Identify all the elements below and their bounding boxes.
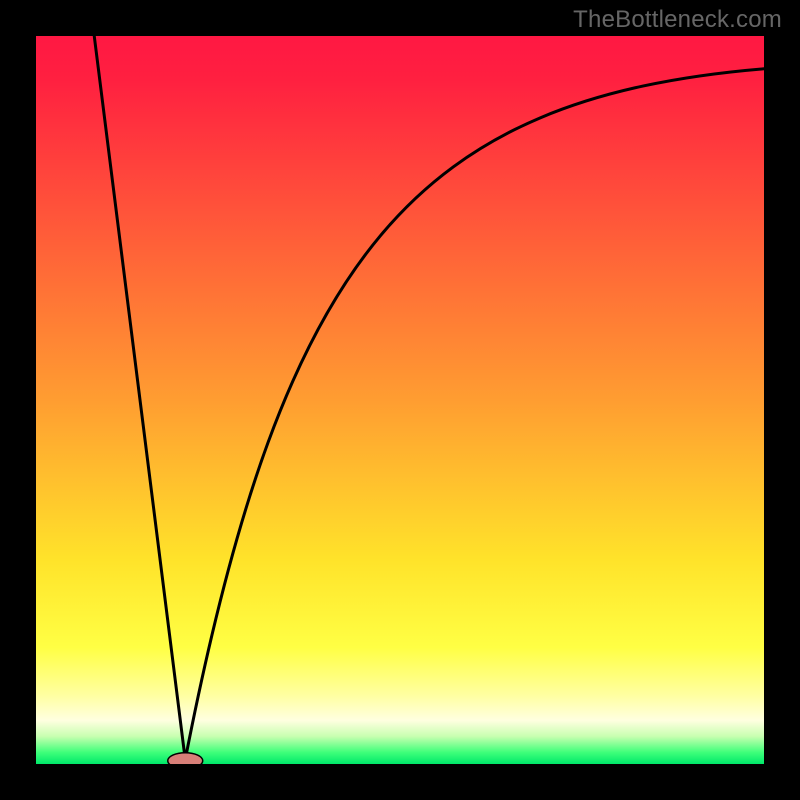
- gradient-background: [36, 36, 764, 764]
- watermark-text: TheBottleneck.com: [573, 6, 782, 34]
- chart-plot-area: [36, 36, 764, 764]
- bottleneck-chart: [36, 36, 764, 764]
- optimum-marker: [168, 753, 203, 764]
